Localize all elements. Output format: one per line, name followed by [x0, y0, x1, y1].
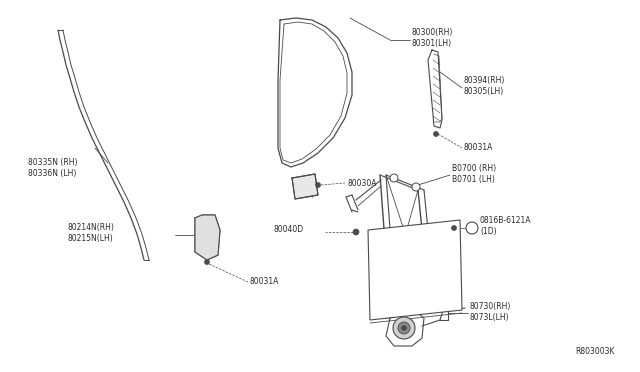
Circle shape — [401, 326, 406, 330]
Text: R803003K: R803003K — [575, 347, 615, 356]
Circle shape — [433, 131, 438, 137]
Circle shape — [205, 260, 209, 264]
Text: 80040D: 80040D — [274, 225, 304, 234]
Polygon shape — [292, 174, 318, 199]
Circle shape — [466, 222, 478, 234]
Text: B0700 (RH)
B0701 (LH): B0700 (RH) B0701 (LH) — [452, 164, 496, 184]
Text: S: S — [470, 225, 474, 231]
Circle shape — [316, 183, 321, 187]
Text: 80300(RH)
80301(LH): 80300(RH) 80301(LH) — [412, 28, 453, 48]
Circle shape — [353, 229, 359, 235]
Polygon shape — [368, 220, 462, 320]
Text: 0816B-6121A
(1D): 0816B-6121A (1D) — [480, 216, 531, 236]
Text: 80031A: 80031A — [250, 278, 280, 286]
Text: 80394(RH)
80305(LH): 80394(RH) 80305(LH) — [464, 76, 506, 96]
Circle shape — [393, 317, 415, 339]
Text: 80335N (RH)
80336N (LH): 80335N (RH) 80336N (LH) — [28, 158, 77, 178]
Text: 80730(RH)
8073L(LH): 80730(RH) 8073L(LH) — [470, 302, 511, 322]
Circle shape — [390, 174, 398, 182]
Polygon shape — [195, 215, 220, 260]
Text: 80214N(RH)
80215N(LH): 80214N(RH) 80215N(LH) — [68, 223, 115, 243]
Text: 80031A: 80031A — [464, 144, 493, 153]
Circle shape — [412, 183, 420, 191]
Text: 80030A: 80030A — [347, 179, 376, 187]
Circle shape — [398, 322, 410, 334]
Circle shape — [451, 225, 456, 231]
